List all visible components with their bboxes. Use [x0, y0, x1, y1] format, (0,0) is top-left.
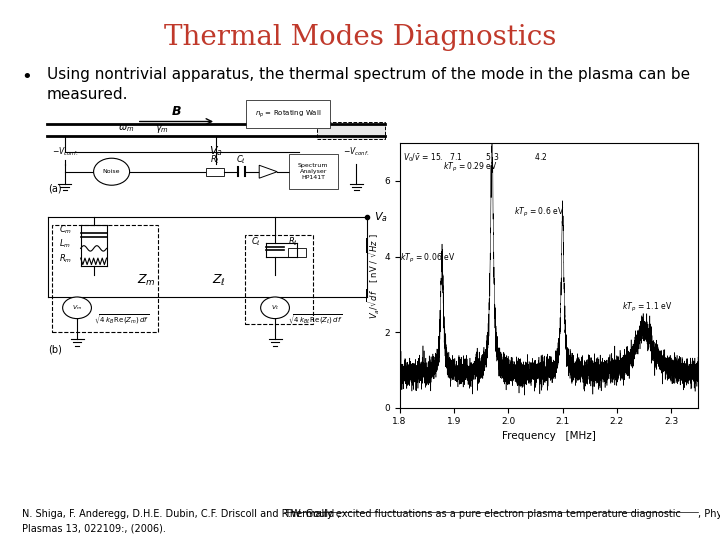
Bar	[206, 168, 224, 176]
Text: Plasmas 13, 022109:, (2006).: Plasmas 13, 022109:, (2006).	[22, 524, 166, 534]
Text: $C_\ell$: $C_\ell$	[236, 153, 246, 165]
Bar	[288, 248, 306, 256]
Text: $\omega_m$: $\omega_m$	[118, 123, 134, 134]
Text: $V_a$: $V_a$	[209, 144, 223, 158]
Text: , Phys.: , Phys.	[698, 509, 720, 519]
Text: $kT_p$ = 1.1 eV: $kT_p$ = 1.1 eV	[622, 301, 672, 314]
Text: $L_m$: $L_m$	[59, 238, 71, 250]
Text: $R_\ell$: $R_\ell$	[210, 153, 220, 165]
Text: measured.: measured.	[47, 87, 128, 103]
Text: Noise: Noise	[103, 169, 120, 174]
Polygon shape	[259, 165, 277, 178]
Text: $\sqrt{4\,k_B\,\mathrm{Re}(Z_m)\,df}$: $\sqrt{4\,k_B\,\mathrm{Re}(Z_m)\,df}$	[94, 313, 149, 326]
Bar	[52, 225, 158, 332]
Text: Thermal Modes Diagnostics: Thermal Modes Diagnostics	[164, 24, 556, 51]
Text: Spectrum
Analyser
HP141T: Spectrum Analyser HP141T	[298, 164, 328, 180]
Text: (a): (a)	[48, 184, 62, 194]
Text: $\sqrt{4\,k_{B\ell}\,\mathrm{Re}(Z_\ell)\,df}$: $\sqrt{4\,k_{B\ell}\,\mathrm{Re}(Z_\ell)…	[288, 313, 343, 326]
Text: $-V_{conf.}$: $-V_{conf.}$	[52, 145, 78, 158]
Text: $n_p$ = Rotating Wall: $n_p$ = Rotating Wall	[255, 108, 321, 120]
X-axis label: Frequency   [MHz]: Frequency [MHz]	[502, 430, 596, 441]
Bar	[245, 235, 313, 324]
Text: Using nontrivial apparatus, the thermal spectrum of the mode in the plasma can b: Using nontrivial apparatus, the thermal …	[47, 68, 690, 83]
Text: $C_m$: $C_m$	[59, 223, 72, 235]
Text: $\gamma_m$: $\gamma_m$	[155, 123, 169, 134]
Text: $kT_p$ = 0.06 eV: $kT_p$ = 0.06 eV	[400, 252, 455, 265]
Text: $V_a$: $V_a$	[374, 210, 388, 224]
Text: $R_m$: $R_m$	[59, 252, 72, 265]
Text: $Z_\ell$: $Z_\ell$	[212, 273, 226, 288]
Text: $-V_{conf.}$: $-V_{conf.}$	[343, 145, 369, 158]
Text: N. Shiga, F. Anderegg, D.H.E. Dubin, C.F. Driscoll and R.W. Gould ,: N. Shiga, F. Anderegg, D.H.E. Dubin, C.F…	[22, 509, 343, 519]
Text: $V_\ell$: $V_\ell$	[271, 303, 279, 312]
Text: $R_\ell$: $R_\ell$	[288, 235, 298, 247]
Text: $V_0/\bar{v}$ = 15.   7.1          5.3               4.2: $V_0/\bar{v}$ = 15. 7.1 5.3 4.2	[402, 151, 547, 164]
Circle shape	[63, 297, 91, 319]
Text: •: •	[22, 68, 32, 85]
Circle shape	[94, 158, 130, 185]
Text: $kT_p$ = 0.6 eV: $kT_p$ = 0.6 eV	[513, 206, 564, 219]
Circle shape	[261, 297, 289, 319]
Text: $kT_p$ = 0.29 eV: $kT_p$ = 0.29 eV	[443, 161, 498, 174]
Text: Thermally excited fluctuations as a pure electron plasma temperature diagnostic: Thermally excited fluctuations as a pure…	[284, 509, 681, 519]
Text: B: B	[171, 105, 181, 118]
Text: $C_\ell$: $C_\ell$	[251, 235, 261, 247]
Y-axis label: $V_a / \sqrt{df}$   [ nV / $\sqrt{Hz}$ ]: $V_a / \sqrt{df}$ [ nV / $\sqrt{Hz}$ ]	[365, 232, 382, 319]
Text: (b): (b)	[48, 344, 62, 354]
Bar	[317, 122, 385, 139]
Text: $Z_m$: $Z_m$	[137, 273, 156, 288]
Text: $V_m$: $V_m$	[72, 303, 82, 312]
